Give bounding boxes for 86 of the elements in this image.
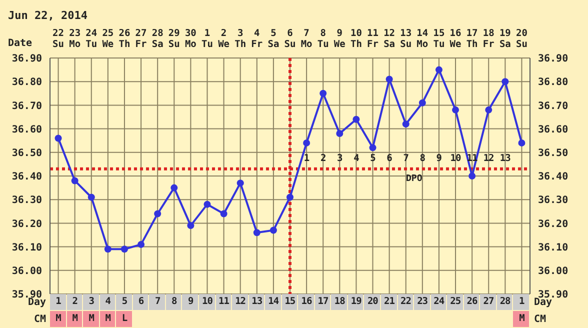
- x-tick-label: 13 Su: [400, 28, 412, 50]
- x-tick-label: 30 Mo: [184, 28, 197, 50]
- x-tick-label: 22 Su: [52, 28, 64, 50]
- text: CM: [34, 314, 46, 326]
- text: 1 2 3 4 5 6 7 8 9 10 11 12 13 14 15 16 17 18 19 20 21 22 23 24 25 26 27 28 1: [56, 296, 524, 307]
- annotation: DPO: [406, 172, 422, 185]
- y2-tick-label: 36.40: [538, 172, 568, 183]
- point: [170, 184, 178, 192]
- x-tick-label: 15 Tu: [433, 28, 445, 50]
- point: [71, 177, 78, 184]
- chart-title: Jun 22, 2014: [8, 9, 88, 22]
- point: [352, 116, 360, 123]
- point: [452, 106, 460, 114]
- point: [236, 180, 244, 187]
- point: [402, 120, 410, 128]
- x-tick-label: 9 We: [334, 28, 346, 50]
- y2-tick-label: 36.50: [538, 148, 568, 159]
- point: [518, 139, 526, 146]
- y-tick-label: 36.40: [12, 172, 42, 183]
- text: M M M M L: [54, 313, 128, 325]
- point: [270, 226, 277, 234]
- point: [418, 99, 426, 106]
- point: [253, 229, 260, 236]
- point: [138, 240, 145, 248]
- x-tick-label: 17 Th: [466, 28, 478, 50]
- x-axis-title: Date: [8, 38, 32, 50]
- y-tick-label: 36.80: [12, 77, 42, 88]
- y-tick-label: 36.70: [12, 100, 42, 112]
- x-tick-label: 7 Mo: [300, 28, 313, 50]
- point: [386, 76, 393, 83]
- x-tick-label: 28 Sa: [152, 28, 164, 50]
- x-tick-label: 2 We: [218, 28, 230, 50]
- point: [502, 78, 509, 86]
- point: [204, 200, 211, 208]
- y2-tick-label: 36.30: [538, 195, 568, 206]
- x-tick-label: 19 Sa: [499, 28, 512, 50]
- point: [286, 194, 294, 201]
- x-tick-label: 3 Th: [234, 28, 246, 50]
- y-tick-label: 36.50: [12, 148, 42, 159]
- y2-tick-label: 36.20: [538, 218, 568, 230]
- point: [154, 210, 162, 218]
- x-tick-label: 18 Fr: [482, 28, 495, 50]
- y-tick-label: 36.20: [12, 218, 42, 230]
- y2-tick-label: 36.10: [538, 242, 568, 254]
- x-tick-label: 14 Mo: [416, 28, 428, 50]
- x-tick-label: 20 Su: [516, 28, 528, 50]
- x-tick-label: 6 Su: [284, 28, 296, 50]
- x-tick-label: 25 We: [102, 28, 114, 50]
- y-tick-label: 36.60: [12, 124, 42, 136]
- point: [485, 106, 492, 114]
- point: [336, 130, 344, 138]
- text: M: [513, 313, 530, 325]
- y-tick-label: 36.90: [12, 54, 42, 65]
- point: [435, 66, 442, 74]
- x-tick-label: 12 Sa: [384, 28, 396, 50]
- point: [54, 134, 62, 142]
- point: [220, 210, 228, 218]
- point: [303, 139, 310, 146]
- x-tick-label: 23 Mo: [69, 28, 81, 50]
- x-tick-label: 4 Fr: [251, 28, 263, 50]
- text: CM: [534, 314, 546, 325]
- x-tick-label: 27 Fr: [135, 28, 148, 50]
- y2-tick-label: 36.00: [538, 266, 568, 277]
- x-tick-label: 10 Th: [350, 28, 362, 50]
- y-tick-label: 36.10: [12, 242, 42, 254]
- x-tick-label: 24 Tu: [86, 28, 98, 50]
- y-tick-label: 36.00: [12, 266, 42, 277]
- point: [88, 194, 95, 201]
- point: [187, 222, 194, 230]
- x-tick-label: 5 Sa: [268, 28, 280, 50]
- x-tick-label: 29 Su: [168, 28, 180, 50]
- point: [468, 172, 476, 180]
- point: [369, 144, 376, 152]
- point: [104, 246, 112, 253]
- point: [320, 90, 327, 97]
- x-tick-label: 1 Tu: [202, 28, 213, 50]
- y-tick-label: 36.30: [12, 195, 42, 206]
- y2-tick-label: 36.90: [538, 54, 568, 65]
- y2-tick-label: 36.60: [538, 124, 568, 136]
- point: [120, 246, 128, 253]
- x-tick-label: 16 We: [450, 28, 462, 50]
- y2-tick-label: 36.70: [538, 100, 568, 112]
- y2-tick-label: 36.80: [538, 77, 568, 88]
- x-tick-label: 11 Fr: [367, 28, 379, 50]
- x-tick-label: 26 Th: [118, 28, 130, 50]
- x-tick-label: 8 Tu: [317, 28, 329, 50]
